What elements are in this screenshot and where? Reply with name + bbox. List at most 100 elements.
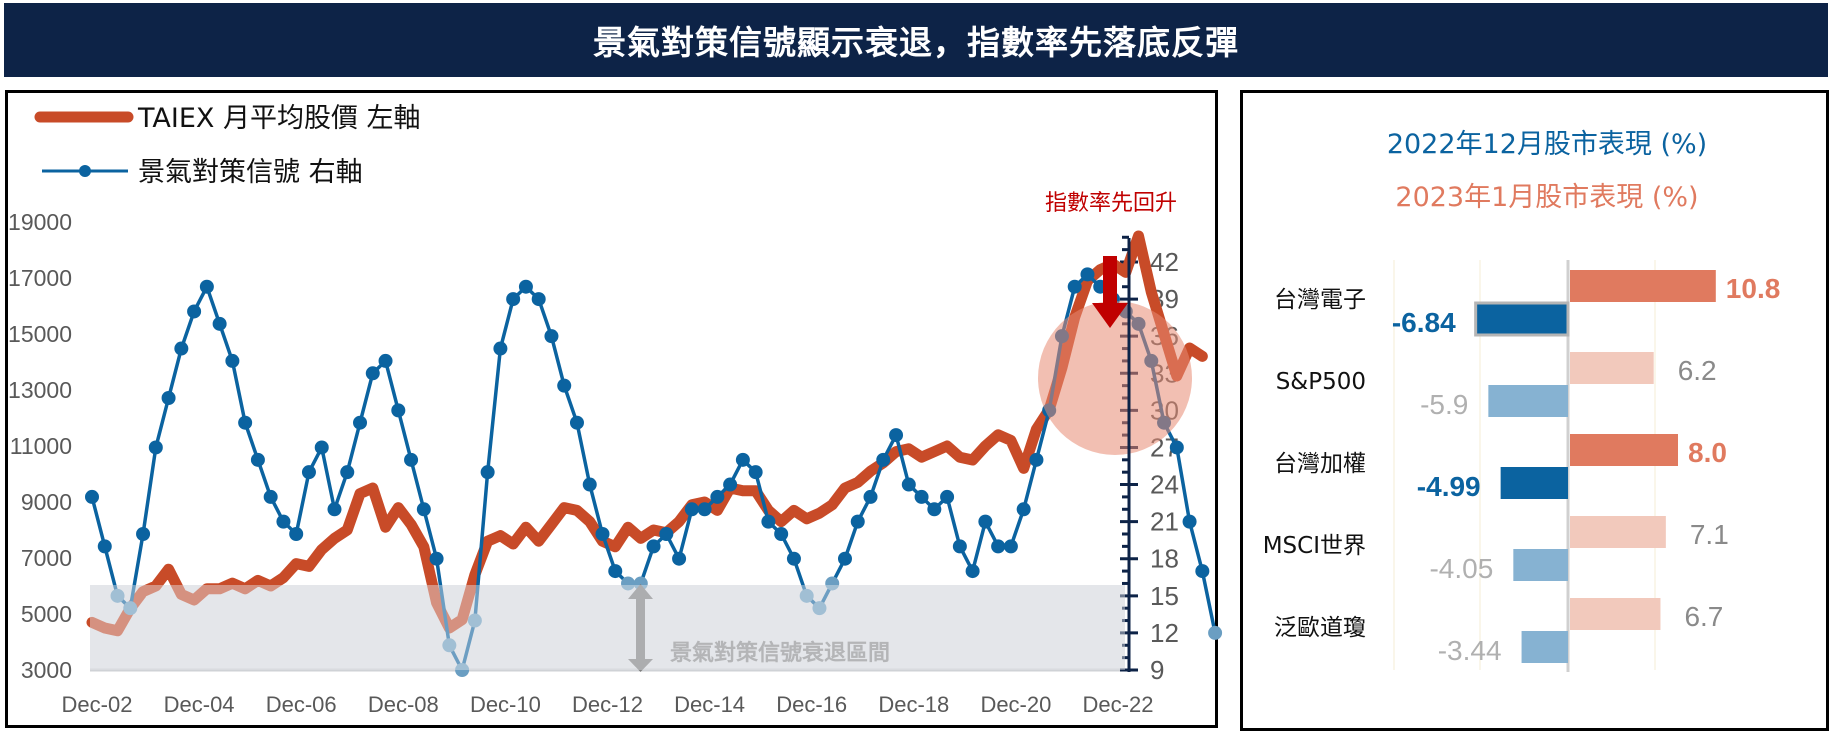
signal-data-point — [480, 465, 495, 480]
category-label: 台灣電子 — [1274, 287, 1366, 313]
x-axis-tick-label: Dec-06 — [266, 692, 337, 717]
jan-2023-bar — [1570, 516, 1666, 548]
signal-data-point — [569, 415, 584, 430]
dec-2022-value-label: -3.44 — [1438, 635, 1502, 666]
x-axis-tick-label: Dec-22 — [1083, 692, 1154, 717]
legend-dec-2022: 2022年12月股市表現 (%) — [1387, 129, 1707, 160]
right-axis-tick-label: 12 — [1150, 618, 1179, 648]
left-axis-tick-label: 19000 — [8, 209, 72, 235]
signal-data-point — [991, 539, 1006, 554]
signal-data-point — [327, 502, 342, 517]
category-label: 泛歐道瓊 — [1274, 615, 1366, 641]
signal-data-point — [378, 353, 393, 368]
signal-data-point — [710, 489, 725, 504]
signal-data-point — [914, 489, 929, 504]
x-axis-tick-label: Dec-20 — [980, 692, 1051, 717]
signal-data-point — [301, 465, 316, 480]
signal-data-point — [812, 601, 827, 616]
signal-data-point — [786, 551, 801, 566]
dec-2022-value-label: -5.9 — [1420, 389, 1468, 420]
x-axis-tick-label: Dec-18 — [878, 692, 949, 717]
right-axis-tick-label: 18 — [1150, 544, 1179, 574]
signal-data-point — [391, 403, 406, 418]
dec-2022-value-label: -4.99 — [1417, 471, 1481, 502]
signal-data-point — [978, 514, 993, 529]
left-axis-tick-label: 5000 — [21, 601, 72, 627]
signal-data-point — [735, 452, 750, 467]
signal-data-point — [1029, 452, 1044, 467]
left-axis-tick-label: 13000 — [8, 377, 72, 403]
jan-2023-value-label: 10.8 — [1726, 273, 1781, 304]
left-y-axis: 19000 17000 15000 13000 11000 9000 7000 5000 300… — [8, 209, 72, 683]
signal-data-point — [416, 502, 431, 517]
taiex-legend-label: TAIEX 月平均股價 左軸 — [137, 103, 421, 134]
x-axis: Dec-02 Dec-04 Dec-06 Dec-08 Dec-10 Dec-12 Dec-… — [62, 692, 1154, 717]
signal-data-point — [952, 539, 967, 554]
signal-data-point — [225, 353, 240, 368]
right-axis-tick-label: 15 — [1150, 581, 1179, 611]
signal-data-point — [1080, 267, 1095, 282]
signal-data-point — [263, 489, 278, 504]
x-axis-tick-label: Dec-10 — [470, 692, 541, 717]
x-axis-tick-label: Dec-02 — [62, 692, 133, 717]
signal-data-point — [723, 477, 738, 492]
x-axis-tick-label: Dec-14 — [674, 692, 745, 717]
signal-data-point — [621, 576, 636, 591]
recession-band-label: 景氣對策信號衰退區間 — [670, 640, 890, 666]
left-axis-tick-label: 9000 — [21, 489, 72, 515]
signal-data-point — [97, 539, 112, 554]
category-label: S&P500 — [1276, 369, 1366, 395]
left-axis-tick-label: 7000 — [21, 545, 72, 571]
signal-data-point — [110, 588, 125, 603]
signal-data-point — [518, 279, 533, 294]
signal-data-point — [1067, 279, 1082, 294]
highlight-circle — [1038, 301, 1192, 455]
jan-2023-value-label: 8.0 — [1688, 437, 1727, 468]
taiex-line — [86, 230, 1208, 637]
signal-data-point — [889, 428, 904, 443]
jan-2023-bar — [1570, 352, 1654, 384]
dec-2022-bar — [1500, 467, 1568, 499]
signal-data-point — [276, 514, 291, 529]
signal-data-point — [595, 527, 610, 541]
x-axis-tick-label: Dec-04 — [164, 692, 235, 717]
x-axis-tick-label: Dec-16 — [776, 692, 847, 717]
left-axis-tick-label: 17000 — [8, 265, 72, 291]
signal-data-point — [161, 391, 176, 405]
signal-data-point — [837, 551, 852, 566]
recession-band — [90, 585, 1125, 672]
double-arrow-icon — [628, 584, 653, 672]
down-arrow-icon — [1092, 256, 1128, 328]
signal-data-point — [250, 452, 265, 467]
signal-data-point — [876, 452, 891, 467]
category-label: MSCI世界 — [1263, 533, 1366, 559]
signal-data-point — [199, 279, 214, 294]
dec-2022-value-label: -4.05 — [1429, 553, 1493, 584]
signal-data-point — [531, 292, 546, 307]
signal-data-point — [1195, 564, 1210, 579]
signal-data-point — [1182, 514, 1197, 529]
signal-data-point — [85, 489, 99, 504]
signal-data-point — [1208, 625, 1223, 640]
signal-data-point — [582, 477, 597, 492]
signal-data-point — [455, 663, 470, 677]
signal-data-point — [646, 539, 661, 554]
signal-data-point — [965, 564, 980, 579]
signal-data-point — [314, 440, 329, 455]
signal-data-point — [557, 378, 572, 393]
signal-legend-marker-icon — [79, 165, 91, 177]
legend-jan-2023: 2023年1月股市表現 (%) — [1395, 182, 1698, 213]
dec-2022-bar — [1521, 631, 1568, 663]
signal-data-point — [697, 502, 712, 517]
signal-data-point — [123, 601, 138, 616]
signal-data-point — [825, 576, 840, 591]
performance-bar-chart: 台灣電子 10.8 -6.84 S&P500 6.2 -5.9 台灣加權 8.0 -4.99 MS… — [1263, 260, 1781, 672]
jan-2023-value-label: 6.2 — [1678, 355, 1717, 386]
signal-data-point — [136, 527, 151, 541]
dec-2022-value-label: -6.84 — [1392, 307, 1456, 338]
signal-data-point — [608, 564, 623, 579]
signal-data-point — [212, 316, 227, 331]
right-axis-tick-label: 42 — [1150, 247, 1179, 277]
signal-data-point — [1016, 502, 1031, 517]
